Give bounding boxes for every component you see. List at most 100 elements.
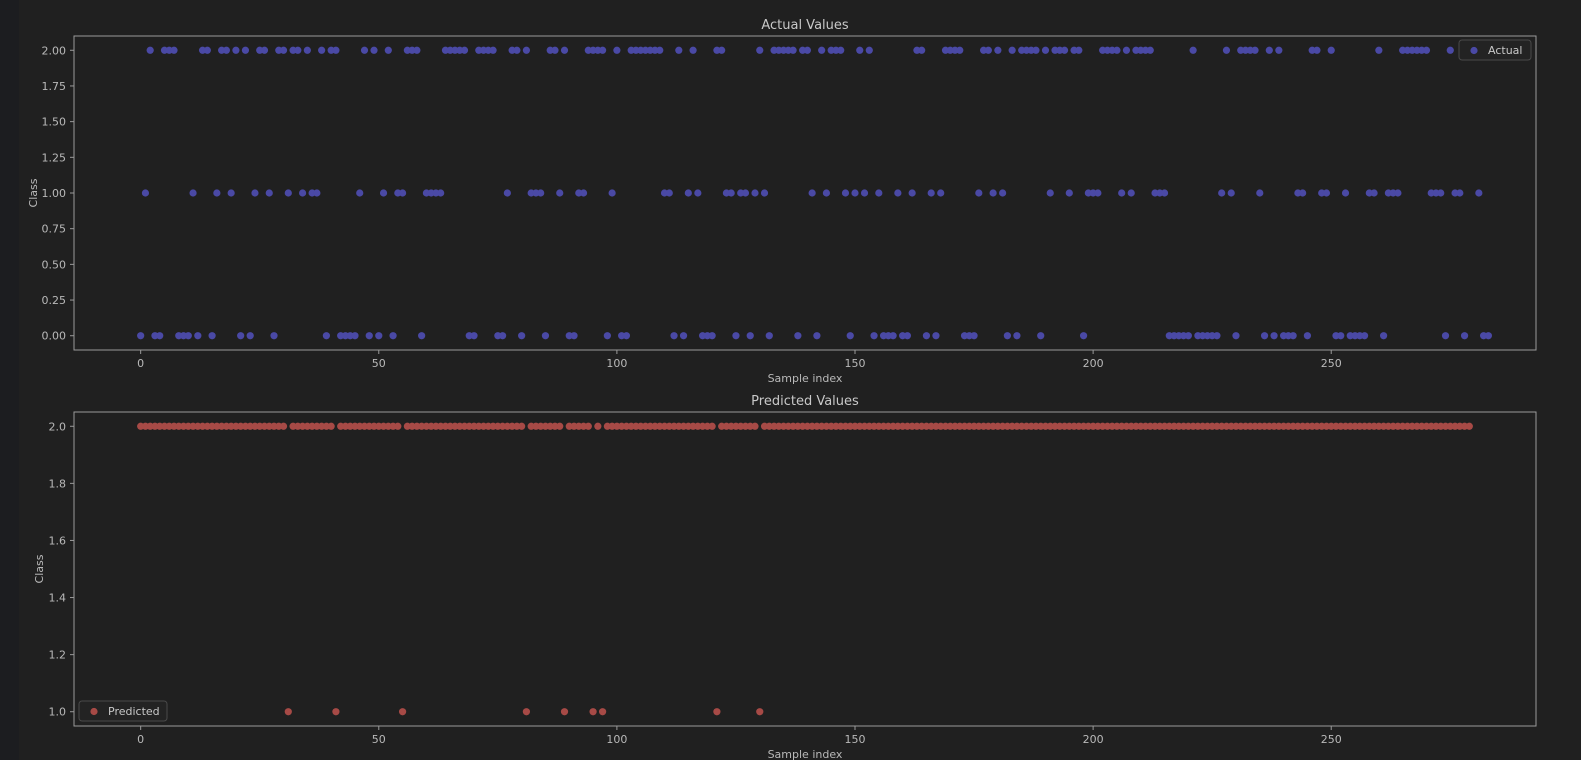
predicted-chart: Predicted Values 0 50 100 150 200 250 1.0 1.2 1.4… xyxy=(33,394,1537,760)
predicted-legend: Predicted xyxy=(78,700,168,722)
legend-label: Actual xyxy=(1488,44,1522,57)
actual-point xyxy=(1008,46,1016,54)
actual-point xyxy=(694,189,702,197)
x-tick-label: 150 xyxy=(845,357,866,370)
actual-point xyxy=(237,332,245,340)
actual-point xyxy=(1065,189,1073,197)
actual-point xyxy=(489,46,497,54)
actual-point xyxy=(513,46,521,54)
actual-point xyxy=(1275,46,1283,54)
predicted-point xyxy=(332,708,340,716)
x-tick-label: 0 xyxy=(137,357,144,370)
actual-point xyxy=(141,189,150,197)
predicted-point xyxy=(589,708,597,716)
actual-point xyxy=(1032,46,1040,54)
actual-point xyxy=(298,189,307,197)
x-tick-label: 50 xyxy=(372,733,386,746)
actual-point xyxy=(1260,332,1269,340)
legend-box xyxy=(1458,39,1532,61)
actual-point xyxy=(579,189,588,197)
actual-point xyxy=(875,189,883,197)
actual-point xyxy=(1251,46,1259,54)
actual-point xyxy=(922,332,931,340)
actual-point xyxy=(999,189,1007,197)
actual-point xyxy=(1227,189,1235,197)
actual-point xyxy=(470,332,478,340)
actual-point xyxy=(837,46,845,54)
actual-point xyxy=(622,332,631,340)
legend-box xyxy=(78,700,168,722)
actual-point xyxy=(675,46,683,54)
actual-point xyxy=(389,332,397,340)
actual-point xyxy=(418,332,426,340)
actual-axes-frame xyxy=(73,35,1537,351)
actual-point xyxy=(213,189,221,197)
actual-point xyxy=(184,332,192,340)
actual-point xyxy=(1160,189,1169,197)
y-tick-label: 1.25 xyxy=(42,151,67,164)
actual-chart: Actual Values 0 50 100 150 200 250 0.00 0.25 0.50… xyxy=(27,18,1537,385)
actual-point xyxy=(351,332,359,340)
legend-label: Predicted xyxy=(108,705,160,718)
actual-point xyxy=(1184,332,1192,340)
actual-point xyxy=(756,46,764,54)
actual-point xyxy=(1146,46,1154,54)
x-tick-label: 250 xyxy=(1321,733,1342,746)
actual-point xyxy=(1256,189,1264,197)
actual-x-axis-label: Sample index xyxy=(768,372,843,385)
actual-point xyxy=(984,46,992,54)
actual-point xyxy=(1094,189,1102,197)
chart-figure: Actual Values 0 50 100 150 200 250 0.00 0.25 0.50… xyxy=(27,18,1537,760)
predicted-point xyxy=(279,422,288,430)
actual-point xyxy=(1037,332,1045,340)
actual-point xyxy=(375,332,383,340)
actual-point xyxy=(503,189,511,197)
actual-point xyxy=(903,332,911,340)
actual-y-axis-label: Class xyxy=(27,178,40,207)
predicted-plot-area xyxy=(74,412,1536,726)
actual-point xyxy=(841,189,850,197)
actual-point xyxy=(937,189,945,197)
actual-point xyxy=(932,332,940,340)
actual-point xyxy=(870,332,878,340)
actual-point xyxy=(1127,189,1135,197)
actual-point xyxy=(1299,189,1307,197)
predicted-point xyxy=(756,708,764,716)
actual-point xyxy=(1375,46,1383,54)
actual-point xyxy=(679,332,688,340)
actual-point xyxy=(918,46,926,54)
actual-plot-area xyxy=(74,36,1536,350)
actual-point xyxy=(1337,332,1345,340)
actual-point xyxy=(537,189,545,197)
predicted-point xyxy=(327,422,335,430)
actual-point xyxy=(560,46,569,54)
predicted-point xyxy=(713,708,721,716)
actual-point xyxy=(194,332,202,340)
actual-point xyxy=(1046,189,1054,197)
x-tick-label: 100 xyxy=(606,357,627,370)
actual-point xyxy=(1370,189,1378,197)
actual-point xyxy=(360,46,369,54)
actual-point xyxy=(189,189,197,197)
actual-point xyxy=(313,189,321,197)
actual-point xyxy=(356,189,364,197)
y-tick-label: 0.75 xyxy=(42,223,67,236)
actual-point xyxy=(1313,46,1321,54)
y-tick-label: 1.0 xyxy=(49,706,67,719)
actual-point xyxy=(260,46,269,54)
actual-point xyxy=(1460,332,1469,340)
actual-point xyxy=(989,189,997,197)
actual-point xyxy=(789,46,797,54)
actual-point xyxy=(498,332,507,340)
actual-point xyxy=(1422,46,1431,54)
x-tick-label: 250 xyxy=(1321,357,1342,370)
actual-point xyxy=(241,46,250,54)
actual-point xyxy=(379,189,388,197)
actual-point xyxy=(732,332,740,340)
actual-point xyxy=(1456,189,1464,197)
actual-point xyxy=(1041,46,1050,54)
figure: Actual Values 0 50 100 150 200 250 0.00 0.25 0.50… xyxy=(19,0,1581,760)
y-tick-label: 0.50 xyxy=(42,258,67,271)
y-tick-label: 0.25 xyxy=(42,294,67,307)
y-tick-label: 1.4 xyxy=(49,592,67,605)
